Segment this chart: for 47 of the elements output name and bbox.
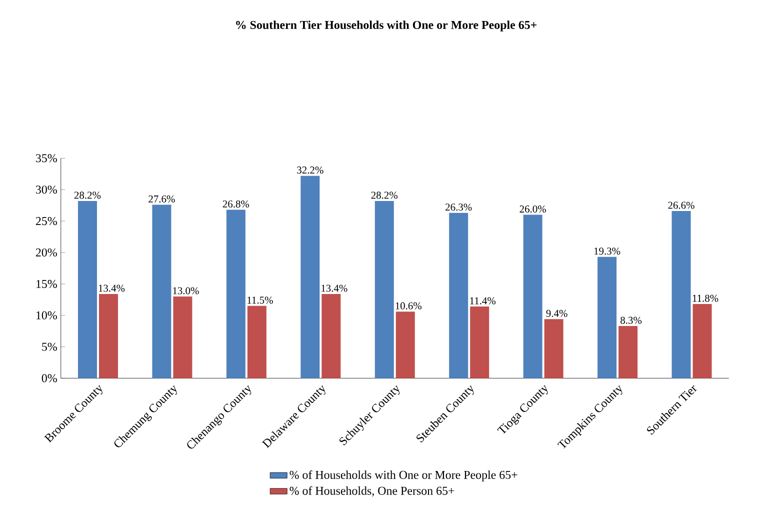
- y-tick-label: 15%: [36, 280, 57, 288]
- y-tick-label: 0%: [42, 374, 57, 382]
- y-tick-label: 30%: [36, 186, 57, 194]
- bar: [544, 319, 564, 378]
- bar: [449, 212, 468, 378]
- data-label: 11.8%: [692, 294, 718, 302]
- legend-label: % of Households, One Person 65+: [290, 486, 454, 497]
- y-tick-label: 10%: [36, 311, 57, 320]
- bar: [672, 211, 691, 378]
- bar: [618, 326, 638, 378]
- data-label: 19.3%: [594, 248, 620, 255]
- data-label: 28.2%: [74, 192, 101, 199]
- data-label: 11.4%: [470, 297, 496, 304]
- bar: [152, 204, 172, 378]
- data-label: 26.0%: [520, 205, 546, 213]
- data-label: 26.8%: [222, 200, 250, 208]
- bar: [322, 294, 341, 378]
- bar: [300, 176, 320, 378]
- data-label: 11.5%: [248, 296, 273, 304]
- data-label: 28.2%: [371, 192, 398, 199]
- bar: [470, 306, 490, 378]
- bar: [226, 210, 246, 378]
- bar: [173, 296, 192, 378]
- bar: [374, 200, 394, 378]
- y-tick-label: 25%: [36, 217, 57, 226]
- data-label: 10.6%: [396, 302, 422, 310]
- bar: [598, 256, 617, 378]
- bar: [98, 294, 118, 378]
- data-label: 8.3%: [620, 316, 642, 324]
- data-label: 13.4%: [98, 284, 125, 292]
- y-tick-label: 20%: [36, 248, 57, 257]
- data-label: 32.2%: [297, 166, 324, 174]
- bar: [78, 200, 97, 378]
- legend-label: % of Households with One or More People 65+: [290, 470, 518, 482]
- chart-title: % Southern Tier Households with One or More People 65+: [236, 20, 537, 32]
- bar: [692, 304, 712, 378]
- bar: [396, 312, 415, 378]
- bar: [523, 214, 542, 378]
- bar: [247, 306, 266, 378]
- data-label: 27.6%: [148, 195, 175, 203]
- y-tick-label: 5%: [42, 342, 57, 351]
- y-tick-label: 35%: [36, 154, 57, 162]
- data-label: 13.4%: [322, 284, 348, 292]
- data-label: 9.4%: [546, 310, 568, 317]
- data-label: 13.0%: [173, 287, 199, 294]
- data-label: 26.6%: [668, 202, 694, 209]
- data-label: 26.3%: [446, 204, 472, 211]
